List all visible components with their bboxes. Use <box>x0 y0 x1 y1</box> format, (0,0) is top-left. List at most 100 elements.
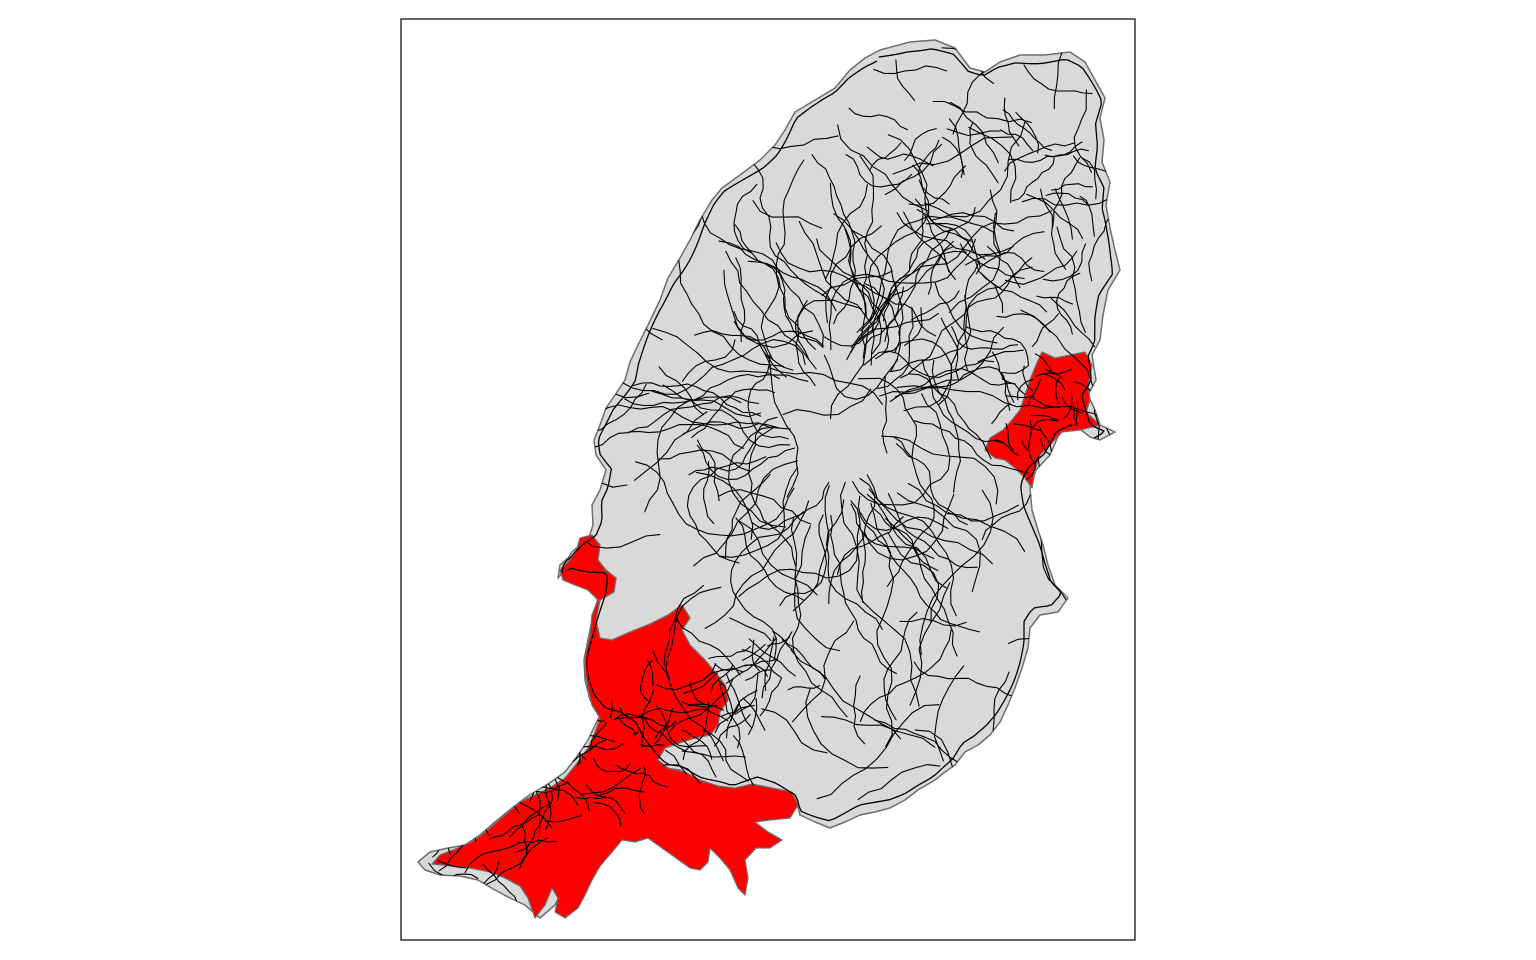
road-line <box>848 107 909 131</box>
road-line <box>895 443 968 526</box>
road-line <box>735 517 805 601</box>
road-line <box>1001 376 1015 403</box>
road-line <box>886 436 935 587</box>
road-line <box>775 242 901 353</box>
road-line <box>903 211 950 273</box>
road-line <box>1056 272 1081 335</box>
road-line <box>828 477 876 605</box>
road-line <box>931 360 961 493</box>
road-line <box>763 352 799 498</box>
road-line <box>795 299 863 360</box>
road-line <box>924 120 1026 218</box>
road-line <box>927 246 954 295</box>
road-line <box>703 461 715 525</box>
road-line <box>1054 188 1073 240</box>
road-line <box>883 611 918 721</box>
road-line <box>693 460 798 567</box>
road-line <box>682 702 709 761</box>
road-line <box>683 672 719 694</box>
road-line <box>946 128 1001 137</box>
road-line <box>892 136 1014 175</box>
road-line <box>1031 414 1060 421</box>
road-line <box>732 735 755 786</box>
road-line <box>644 399 762 513</box>
road-line <box>829 182 867 317</box>
road-line <box>900 373 992 460</box>
road-line <box>713 714 751 747</box>
road-line <box>592 395 760 449</box>
road-line <box>781 639 826 680</box>
road-line <box>1045 192 1089 206</box>
road-line <box>525 825 540 856</box>
road-line <box>725 690 758 739</box>
road-line <box>723 269 814 348</box>
road-line <box>904 128 937 161</box>
road-line <box>464 841 529 874</box>
road-line <box>734 671 759 715</box>
road-line <box>825 499 883 630</box>
road-line <box>850 503 866 603</box>
road-line <box>747 697 758 736</box>
road-line <box>856 215 994 333</box>
road-line <box>868 142 902 172</box>
road-line <box>735 257 746 343</box>
road-line <box>687 704 717 709</box>
road-line <box>883 207 976 322</box>
road-line <box>965 231 1045 266</box>
road-line <box>738 523 861 597</box>
road-line <box>1023 64 1093 95</box>
road-line <box>751 639 760 672</box>
road-line <box>639 659 653 703</box>
road-line <box>850 240 954 349</box>
road-line <box>1035 372 1063 379</box>
road-line <box>977 349 1024 363</box>
road-line <box>663 585 704 666</box>
road-line <box>866 493 947 589</box>
road-line <box>1061 396 1084 415</box>
road-line <box>887 493 978 569</box>
road-line <box>651 390 791 449</box>
road-line <box>1072 402 1079 432</box>
road-line <box>913 661 1016 698</box>
road-line <box>857 377 918 457</box>
road-line <box>585 784 626 814</box>
road-line <box>779 514 827 607</box>
road-line <box>1072 155 1120 181</box>
road-line <box>959 243 1025 280</box>
road-line <box>686 456 767 564</box>
road-line <box>859 629 952 722</box>
road-line <box>725 673 753 729</box>
road-line <box>1027 378 1041 406</box>
road-line <box>708 645 752 659</box>
road-line <box>969 122 999 184</box>
road-line <box>728 617 772 642</box>
road-line <box>798 220 875 366</box>
road-line <box>870 502 895 748</box>
road-line <box>903 266 1033 412</box>
road-line <box>1011 156 1055 202</box>
road-line <box>903 307 923 346</box>
road-line <box>996 313 1051 333</box>
road-line <box>921 359 1006 444</box>
road-line <box>795 300 816 387</box>
road-line <box>947 512 1026 552</box>
road-line <box>885 517 958 657</box>
road-line <box>1040 188 1067 270</box>
road-line <box>829 325 870 420</box>
road-line <box>859 155 875 359</box>
road-line <box>975 261 1048 313</box>
road-line <box>852 230 904 372</box>
road-line <box>1053 40 1068 110</box>
road-line <box>633 411 708 481</box>
road-line <box>887 134 986 260</box>
road-line <box>719 681 741 749</box>
road-line <box>1031 313 1059 348</box>
road-line <box>910 290 960 321</box>
road-line <box>575 796 607 800</box>
road-line <box>717 679 734 722</box>
road-line <box>1020 439 1036 465</box>
road-line <box>696 444 796 480</box>
road-line <box>655 705 708 748</box>
road-line <box>641 659 655 718</box>
